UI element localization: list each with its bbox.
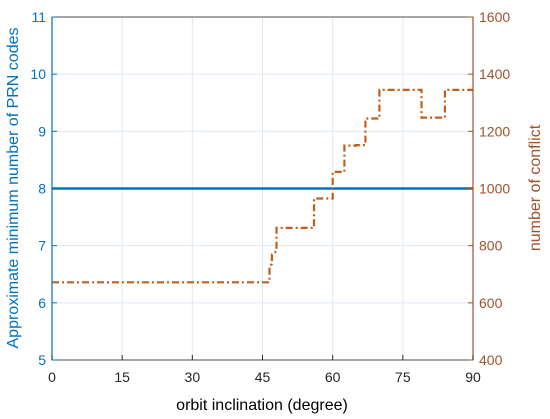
- right-tick-label-1: 600: [479, 295, 503, 311]
- left-tick-label-1: 6: [38, 295, 46, 311]
- right-y-axis-title: number of conflict: [527, 124, 544, 251]
- left-y-axis-title: Approximate minimum number of PRN codes: [5, 27, 22, 348]
- x-tick-label-5: 75: [395, 369, 411, 385]
- left-tick-label-3: 8: [38, 181, 46, 197]
- left-tick-label-5: 10: [30, 66, 46, 82]
- x-axis: 0 15 30 45 60 75 90: [48, 355, 481, 385]
- x-tick-label-6: 90: [465, 369, 481, 385]
- x-tick-label-2: 30: [185, 369, 201, 385]
- x-axis-title: orbit inclination (degree): [176, 397, 348, 414]
- left-tick-label-0: 5: [38, 352, 46, 368]
- right-y-axis: 400 600 800 1000 1200 1400 1600: [468, 9, 510, 368]
- right-tick-label-3: 1000: [479, 181, 510, 197]
- right-tick-label-2: 800: [479, 238, 503, 254]
- left-tick-label-6: 11: [31, 9, 46, 25]
- left-tick-label-2: 7: [38, 238, 46, 254]
- series-layer: [52, 88, 473, 284]
- right-tick-label-5: 1400: [479, 66, 510, 82]
- left-tick-label-4: 9: [38, 123, 46, 139]
- x-tick-label-4: 60: [325, 369, 341, 385]
- right-tick-label-4: 1200: [479, 123, 510, 139]
- conflict-series-line: [52, 88, 473, 284]
- right-tick-label-0: 400: [479, 352, 503, 368]
- x-tick-label-0: 0: [48, 369, 56, 385]
- left-y-axis: 5 6 7 8 9 10 11: [30, 9, 57, 368]
- right-tick-label-6: 1600: [479, 9, 510, 25]
- x-tick-label-3: 45: [255, 369, 271, 385]
- x-tick-label-1: 15: [114, 369, 130, 385]
